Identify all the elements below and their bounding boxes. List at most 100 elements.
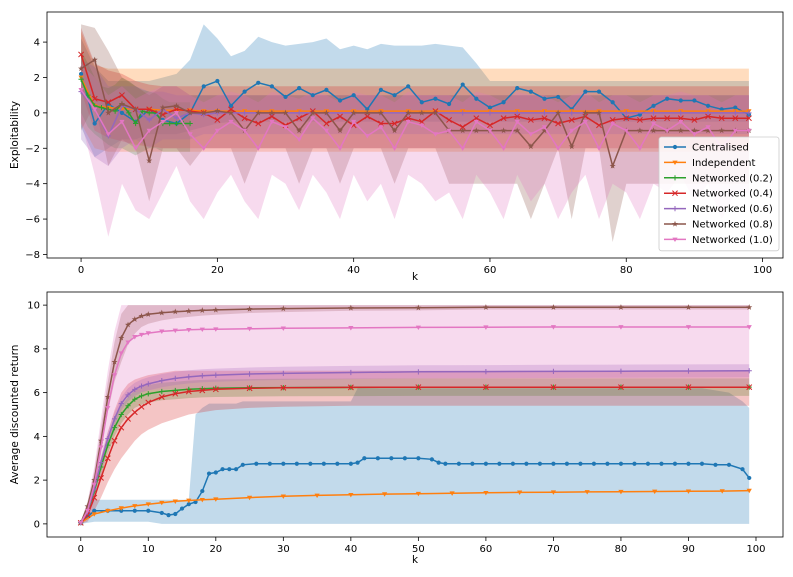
data-point-centralised	[419, 100, 424, 105]
data-point-centralised	[233, 467, 239, 472]
data-point-networked-1-0-	[118, 351, 124, 356]
data-point-networked-0-6-	[118, 400, 124, 407]
data-point-networked-1-0-	[310, 116, 316, 121]
data-point-centralised	[645, 461, 651, 466]
data-point-centralised	[556, 94, 561, 100]
data-point-networked-0-4-	[158, 394, 165, 400]
x-tick-label: 60	[480, 544, 493, 555]
legend-label-networked-0-2-: Networked (0.2)	[692, 173, 773, 184]
y-tick-label: 0	[34, 519, 40, 530]
data-point-centralised	[227, 467, 232, 472]
chart-panel-1: 0 20 40 60 80 100 −8 −6 −4 −2 0 2 4 k Exploitability Ce…	[9, 11, 784, 283]
data-point-networked-0-8-	[111, 358, 118, 365]
data-point-networked-1-0-	[214, 128, 220, 134]
data-point-networked-0-8-	[199, 307, 206, 313]
data-point-centralised	[436, 460, 441, 465]
data-point-centralised	[119, 508, 124, 513]
data-point-networked-0-8-	[246, 305, 253, 312]
data-point-networked-0-2-	[173, 120, 180, 127]
data-point-networked-1-0-	[391, 146, 398, 151]
data-point-networked-0-8-	[132, 106, 139, 112]
data-point-networked-0-6-	[460, 110, 466, 116]
x-tick-label: 80	[615, 544, 628, 555]
data-point-networked-0-6-	[618, 368, 624, 374]
data-point-networked-0-8-	[677, 127, 684, 134]
data-point-networked-0-6-	[746, 368, 752, 374]
data-point-networked-0-2-	[187, 120, 193, 127]
data-point-independent	[550, 490, 557, 495]
data-point-centralised	[297, 86, 302, 91]
data-point-networked-1-0-	[105, 406, 111, 411]
data-point-independent	[91, 512, 97, 517]
data-point-networked-0-2-	[138, 393, 145, 399]
data-point-networked-0-2-	[167, 120, 173, 127]
data-point-centralised	[389, 456, 394, 461]
data-point-networked-0-4-	[514, 113, 521, 120]
data-point-networked-0-8-	[124, 321, 132, 328]
data-point-networked-1-0-	[296, 137, 302, 143]
data-point-networked-0-6-	[242, 110, 248, 116]
data-point-networked-0-2-	[85, 92, 91, 98]
data-point-independent	[280, 494, 286, 499]
data-point-networked-1-0-	[160, 119, 166, 125]
data-point-networked-0-6-	[172, 375, 178, 382]
y-tick-label: 4	[34, 38, 40, 49]
data-point-networked-0-2-	[78, 76, 84, 82]
data-point-independent	[186, 498, 192, 504]
data-point-centralised	[281, 461, 286, 466]
data-point-networked-0-2-	[111, 425, 118, 431]
data-point-independent	[652, 489, 658, 495]
data-point-centralised	[242, 89, 247, 94]
data-point-centralised	[672, 461, 678, 466]
data-point-networked-0-8-	[212, 306, 219, 313]
band-centralised	[80, 388, 750, 524]
plot-frame	[46, 291, 784, 538]
data-point-networked-1-0-	[146, 128, 152, 134]
data-point-centralised	[283, 94, 288, 100]
data-point-networked-0-4-	[98, 474, 104, 481]
data-point-independent	[719, 489, 725, 494]
data-point-networked-0-8-	[296, 127, 303, 134]
data-point-networked-0-4-	[541, 115, 548, 122]
data-point-centralised	[78, 71, 84, 77]
data-point-networked-0-4-	[146, 106, 153, 113]
data-point-networked-1-0-	[246, 326, 253, 332]
y-tick-label: 2	[34, 73, 40, 84]
data-point-networked-0-4-	[185, 388, 192, 395]
data-point-centralised	[583, 89, 588, 94]
data-point-centralised	[551, 461, 556, 466]
x-tick-label: 30	[277, 544, 290, 555]
x-tick-label: 40	[344, 544, 357, 555]
data-point-independent	[449, 491, 455, 496]
data-point-networked-0-8-	[227, 109, 235, 116]
data-point-networked-0-6-	[415, 369, 421, 375]
data-point-networked-1-0-	[483, 325, 489, 330]
data-point-networked-1-0-	[132, 335, 138, 340]
legend-label-centralised: Centralised	[692, 143, 749, 154]
data-point-centralised	[335, 461, 340, 466]
data-point-networked-1-0-	[172, 328, 178, 334]
data-point-networked-0-6-	[111, 416, 118, 422]
data-point-networked-1-0-	[405, 119, 411, 125]
series-line-networked-1-0-	[80, 89, 749, 150]
legend-marker-networked-0-8-	[671, 220, 679, 227]
data-point-networked-0-8-	[568, 143, 575, 150]
y-tick-label: 8	[34, 344, 40, 355]
data-point-networked-0-6-	[199, 373, 205, 379]
data-point-centralised	[267, 461, 272, 466]
x-tick-label: 0	[78, 544, 84, 555]
data-point-networked-0-8-	[685, 304, 692, 310]
data-point-centralised	[515, 86, 520, 91]
data-point-networked-1-0-	[92, 107, 98, 112]
data-point-networked-1-0-	[637, 146, 643, 151]
data-point-networked-1-0-	[610, 121, 616, 127]
series-markers-independent	[78, 488, 752, 526]
data-point-centralised	[200, 488, 205, 494]
data-point-networked-0-8-	[432, 109, 439, 116]
data-point-networked-0-6-	[125, 392, 131, 398]
legend-box	[658, 136, 780, 252]
data-point-networked-0-8-	[377, 109, 384, 116]
data-point-networked-0-4-	[111, 437, 118, 444]
data-point-networked-0-4-	[246, 385, 253, 392]
series-markers-networked-0-8-	[77, 304, 753, 526]
